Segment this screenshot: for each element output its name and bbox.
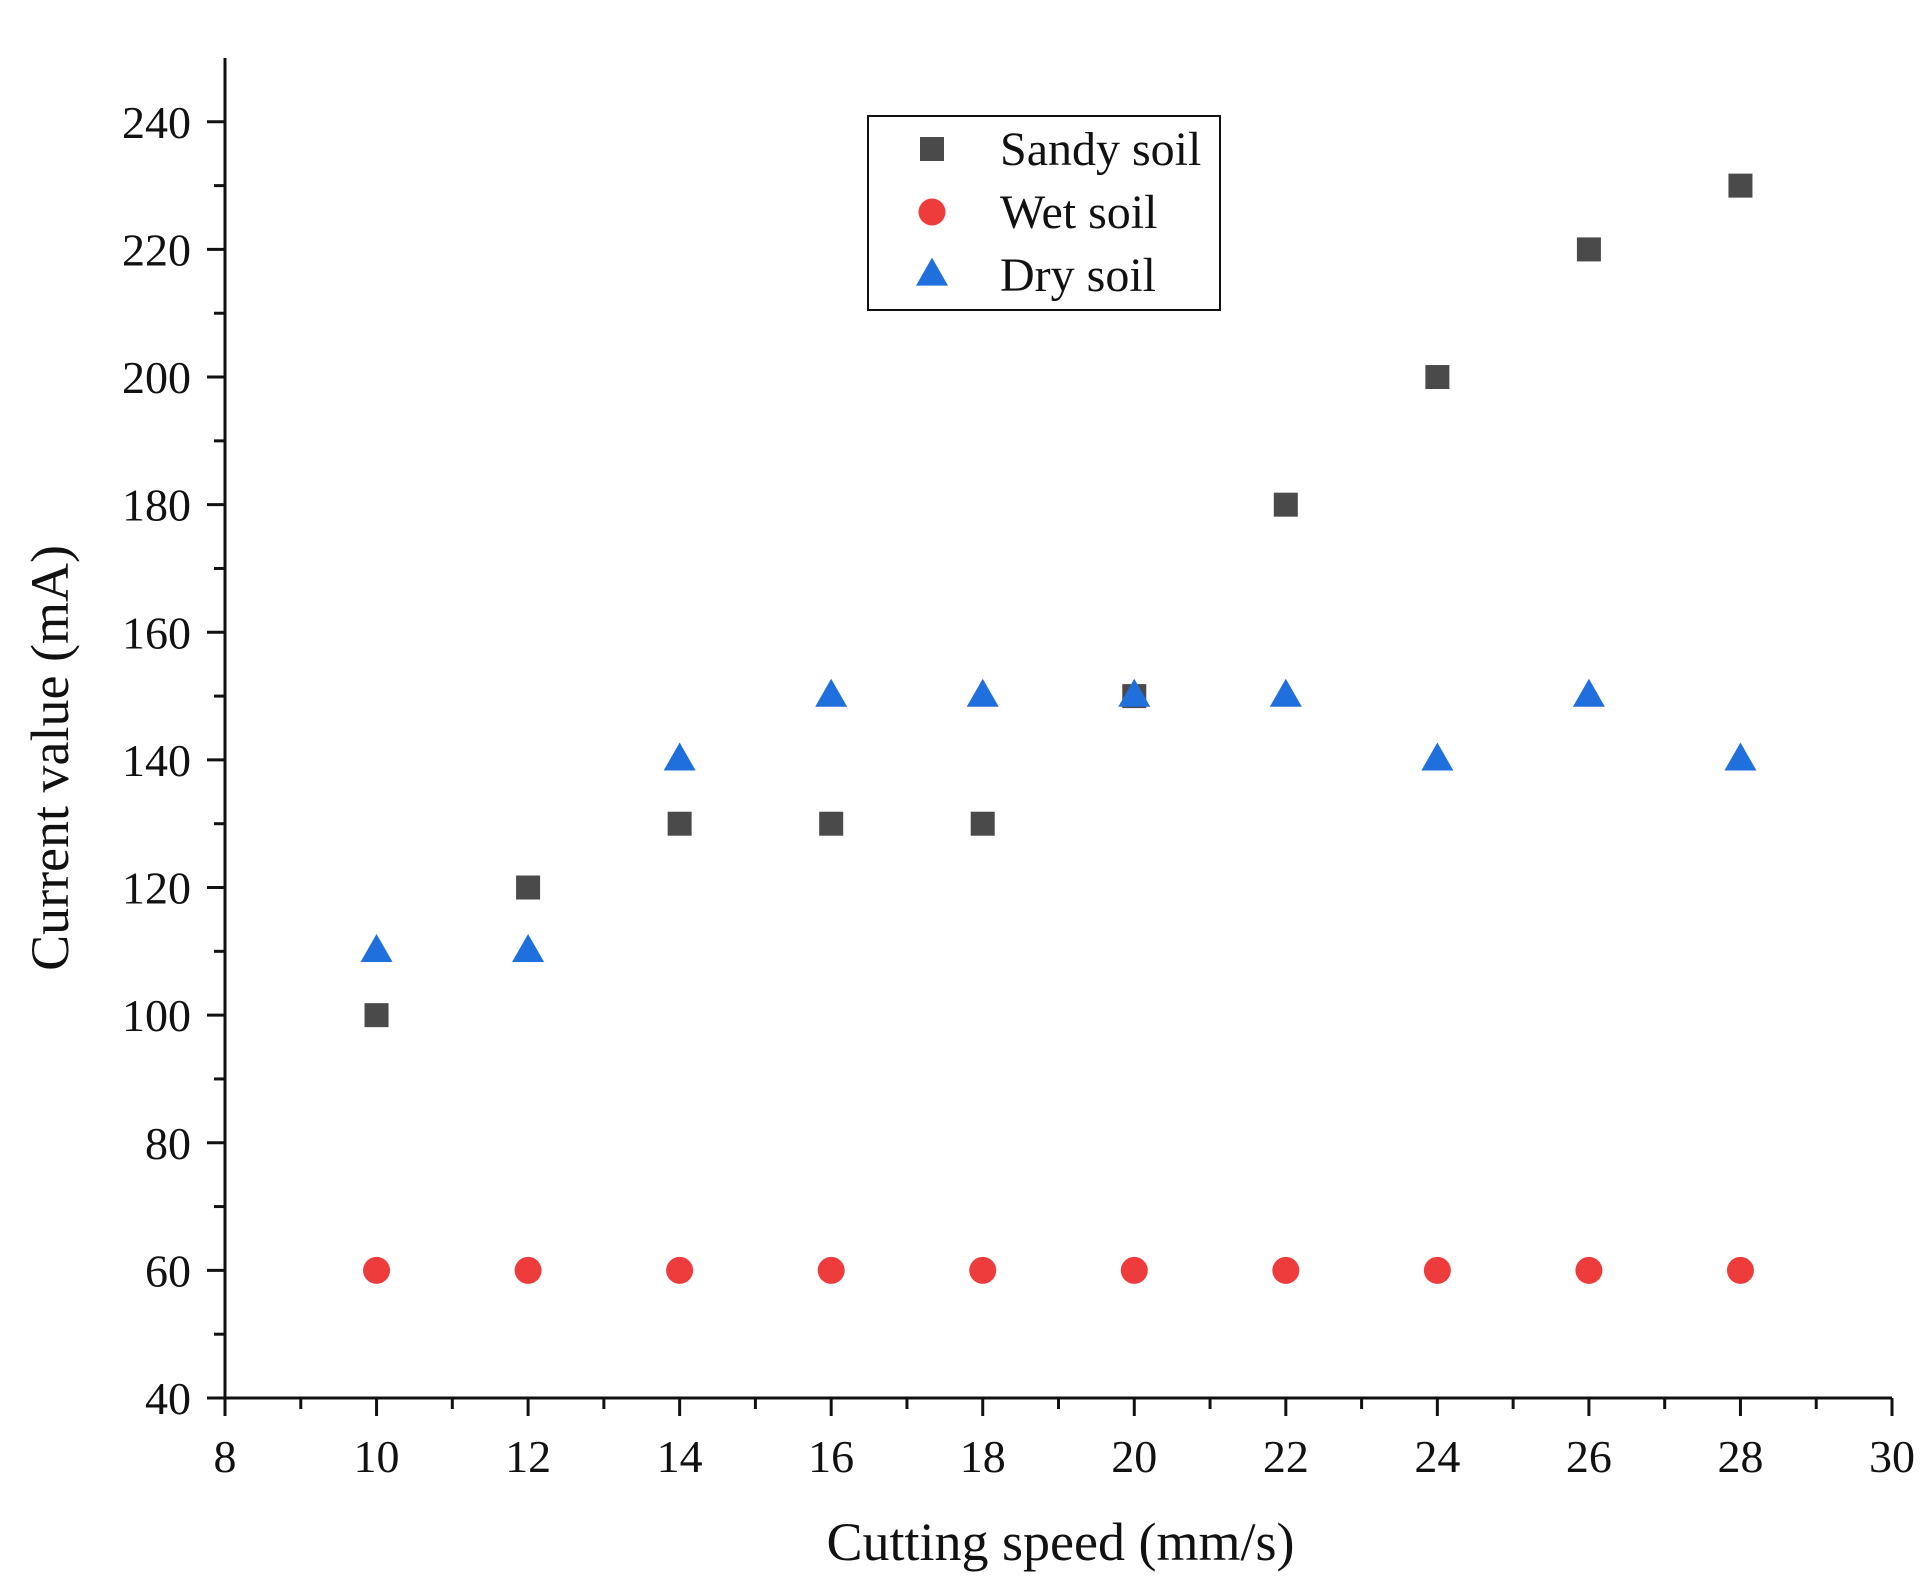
x-tick-label: 24 (1414, 1431, 1460, 1482)
legend-label-sandy-soil: Sandy soil (1000, 123, 1201, 176)
axes: 8 10 12 14 16 18 20 22 24 26 28 30 40 60 80 100 120 140 1… (122, 58, 1915, 1482)
y-tick-label: 40 (145, 1373, 191, 1424)
sandy-soil-point (1425, 365, 1450, 390)
y-tick-label: 60 (145, 1245, 191, 1296)
x-tick-label: 26 (1566, 1431, 1612, 1482)
dry-soil-point (1269, 678, 1302, 707)
wet-soil-point (666, 1256, 694, 1284)
wet-soil-point (969, 1256, 997, 1284)
sandy-soil-point (667, 811, 692, 836)
y-tick-label: 100 (122, 990, 191, 1041)
wet-soil-point (1726, 1256, 1754, 1284)
y-tick-label: 220 (122, 224, 191, 275)
legend-item-dry-soil: Dry soil (916, 249, 1156, 302)
dry-soil-point (966, 678, 999, 707)
sandy-soil-point (819, 811, 844, 836)
y-tick-label: 160 (122, 607, 191, 658)
dry-soil-point (360, 933, 393, 962)
wet-soil-point (363, 1256, 391, 1284)
x-tick-label: 14 (657, 1431, 703, 1482)
wet-soil-point (1272, 1256, 1300, 1284)
legend-label-dry-soil: Dry soil (1000, 249, 1156, 302)
y-tick-label: 200 (122, 352, 191, 403)
x-tick-label: 28 (1717, 1431, 1763, 1482)
y-tick-label: 120 (122, 863, 191, 914)
y-tick-label: 240 (122, 97, 191, 148)
legend: Sandy soil Wet soil Dry soil (867, 115, 1221, 311)
legend-item-wet-soil: Wet soil (918, 186, 1157, 239)
series-wet-soil (363, 1256, 1754, 1284)
wet-soil-point (817, 1256, 845, 1284)
x-tick-label: 10 (354, 1431, 400, 1482)
sandy-soil-point (1576, 237, 1601, 262)
x-tick-label: 22 (1263, 1431, 1309, 1482)
x-tick-label: 20 (1111, 1431, 1157, 1482)
dry-soil-point (512, 933, 545, 962)
sandy-soil-point (970, 811, 995, 836)
y-axis-title: Current value (mA) (20, 545, 80, 971)
x-tick-label: 30 (1869, 1431, 1915, 1482)
x-ticks: 8 10 12 14 16 18 20 22 24 26 28 30 (214, 1398, 1915, 1482)
legend-label-wet-soil: Wet soil (1000, 186, 1157, 239)
wet-soil-point (1575, 1256, 1603, 1284)
dry-soil-point (1118, 678, 1151, 707)
x-tick-label: 18 (960, 1431, 1006, 1482)
series-dry-soil (360, 678, 1757, 962)
data-markers (360, 173, 1757, 1284)
dry-soil-point (663, 742, 696, 771)
dry-soil-point (815, 678, 848, 707)
legend-marker-wet-soil (918, 198, 946, 226)
legend-item-sandy-soil: Sandy soil (920, 123, 1201, 176)
sandy-soil-point (1273, 492, 1298, 517)
y-tick-label: 180 (122, 480, 191, 531)
legend-marker-sandy-soil (920, 137, 944, 161)
dry-soil-point (1421, 742, 1454, 771)
wet-soil-point (514, 1256, 542, 1284)
x-tick-label: 16 (808, 1431, 854, 1482)
x-tick-label: 8 (214, 1431, 237, 1482)
sandy-soil-point (1728, 173, 1753, 198)
dry-soil-point (1572, 678, 1605, 707)
y-ticks: 40 60 80 100 120 140 160 180 200 220 240 (122, 97, 225, 1424)
y-tick-label: 140 (122, 735, 191, 786)
y-tick-label: 80 (145, 1118, 191, 1169)
sandy-soil-point (364, 1003, 389, 1028)
dry-soil-point (1724, 742, 1757, 771)
x-axis-title: Cutting speed (mm/s) (827, 1512, 1295, 1572)
series-sandy-soil (364, 173, 1753, 1028)
x-tick-label: 12 (505, 1431, 551, 1482)
wet-soil-point (1120, 1256, 1148, 1284)
wet-soil-point (1423, 1256, 1451, 1284)
legend-marker-dry-soil (916, 257, 948, 286)
sandy-soil-point (516, 875, 541, 900)
